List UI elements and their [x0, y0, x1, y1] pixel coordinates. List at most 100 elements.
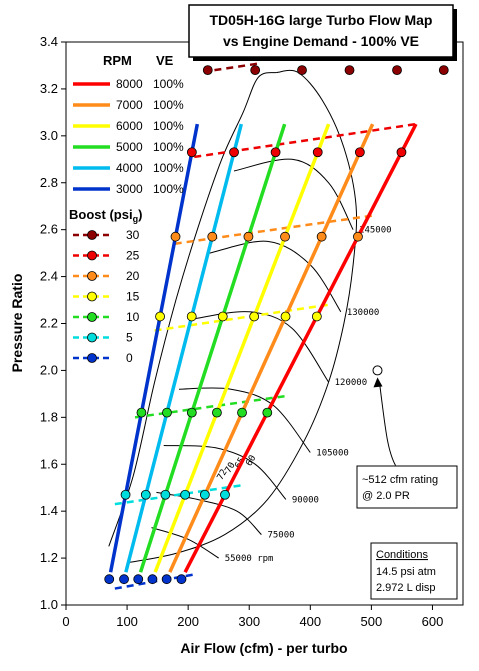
- rating-annotation: ~512 cfm rating @ 2.0 PR: [356, 377, 458, 509]
- marker-8000-15: [311, 311, 322, 322]
- chart-title-line-1: TD05H-16G large Turbo Flow Map: [210, 12, 433, 28]
- speed-label-120000: 120000: [335, 378, 368, 388]
- efficiency-label-72: 72: [216, 468, 230, 482]
- rpm-legend-ve-6000: 100%: [153, 119, 184, 133]
- marker-4000-25: [229, 147, 239, 158]
- marker-3000-20: [170, 231, 181, 242]
- y-tick-label: 1.2: [40, 550, 58, 565]
- axes: 0 100 200 300 400 500 6001.01.21.41.61.82.02.2…: [40, 34, 443, 629]
- marker-3000-30: [202, 65, 213, 76]
- rpm-legend-label-7000: 7000: [116, 98, 143, 112]
- marker-3000-25: [186, 147, 197, 158]
- marker-4000-5: [140, 489, 151, 500]
- speed-label-145000: 145000: [359, 226, 392, 236]
- marker-6000-30: [344, 65, 355, 76]
- chart-title: TD05H-16G large Turbo Flow Map vs Engine…: [188, 4, 457, 61]
- x-tick-label: 400: [299, 614, 321, 629]
- rpm-legend-label-3000: 3000: [116, 182, 143, 196]
- boost-legend-label-5: 5: [126, 331, 133, 345]
- y-tick-label: 1.0: [40, 597, 58, 612]
- marker-8000-20: [353, 231, 363, 242]
- boost-line-10: [134, 394, 285, 419]
- y-tick-label: 2.0: [40, 362, 58, 377]
- marker-6000-5: [180, 489, 191, 500]
- boost-line-5: [114, 484, 242, 506]
- rating-text-line-1: ~512 cfm rating: [362, 474, 438, 486]
- speed-line-55000: [151, 527, 219, 559]
- y-tick-label: 2.8: [40, 175, 58, 190]
- speed-label-90000: 90000: [292, 495, 319, 505]
- marker-5000-5: [160, 489, 171, 500]
- marker-3000-15: [155, 311, 165, 322]
- marker-6000-25: [312, 147, 323, 158]
- rpm-legend-header: RPM: [103, 53, 132, 68]
- marker-4000-20: [207, 231, 218, 242]
- x-axis-title: Air Flow (cfm) - per turbo: [180, 640, 347, 656]
- y-tick-label: 1.8: [40, 409, 58, 424]
- rating-text-line-2: @ 2.0 PR: [362, 490, 410, 502]
- y-tick-label: 3.4: [40, 34, 58, 49]
- boost-legend: Boost (psig) 30 25 20 15 10 5 0: [69, 207, 142, 365]
- x-tick-label: 0: [62, 614, 69, 629]
- boost-legend-label-20: 20: [126, 269, 140, 283]
- marker-7000-10: [237, 407, 247, 418]
- marker-8000-30: [438, 65, 449, 76]
- rpm-legend: RPM VE 8000 100% 7000 100% 6000 100% 5000 100% 4…: [73, 53, 184, 196]
- marker-6000-20: [280, 231, 290, 242]
- y-axis-title: Pressure Ratio: [9, 274, 25, 373]
- boost-legend-title: Boost (psig): [69, 207, 142, 224]
- x-tick-label: 300: [238, 614, 260, 629]
- efficiency-label-60: 60: [244, 454, 258, 468]
- boost-legend-marker-25: [87, 250, 97, 261]
- marker-7000-25: [354, 147, 365, 158]
- speed-label-75000: 75000: [267, 531, 294, 541]
- rpm-legend-label-4000: 4000: [116, 161, 143, 175]
- chart-title-line-2: vs Engine Demand - 100% VE: [223, 33, 419, 49]
- marker-3000-10: [136, 407, 147, 418]
- marker-4000-15: [186, 311, 197, 322]
- speed-label-55000: 55000 rpm: [225, 554, 274, 564]
- boost-legend-label-15: 15: [126, 290, 140, 304]
- x-tick-label: 200: [177, 614, 199, 629]
- y-tick-label: 1.6: [40, 456, 58, 471]
- rpm-legend-label-6000: 6000: [116, 119, 143, 133]
- marker-4000-30: [250, 65, 261, 76]
- y-tick-label: 3.2: [40, 81, 58, 96]
- marker-4000-10: [162, 407, 172, 418]
- rpm-legend-ve-7000: 100%: [153, 98, 184, 112]
- boost-legend-marker-30: [87, 230, 97, 240]
- marker-4000-0: [119, 574, 129, 585]
- boost-legend-marker-10: [87, 312, 97, 322]
- x-tick-label: 600: [422, 614, 444, 629]
- conditions-line-1: 14.5 psi atm: [376, 566, 436, 578]
- ve-legend-header: VE: [156, 53, 174, 68]
- boost-legend-label-10: 10: [126, 310, 140, 324]
- marker-7000-5: [199, 489, 210, 500]
- boost-line-30: [214, 61, 262, 72]
- surge-line: [108, 72, 277, 547]
- marker-7000-20: [316, 231, 327, 242]
- marker-5000-25: [270, 147, 281, 158]
- conditions-box: Conditions 14.5 psi atm 2.972 L disp: [370, 542, 458, 600]
- boost-legend-marker-20: [87, 271, 97, 281]
- rpm-legend-label-5000: 5000: [116, 140, 143, 154]
- marker-7000-30: [392, 65, 402, 76]
- marker-8000-5: [220, 489, 230, 500]
- marker-6000-0: [147, 574, 158, 585]
- marker-8000-25: [396, 147, 407, 158]
- speed-line-90000: [163, 445, 287, 500]
- boost-legend-marker-15: [87, 291, 97, 302]
- y-tick-label: 3.0: [40, 128, 58, 143]
- y-tick-label: 2.4: [40, 269, 58, 284]
- marker-8000-10: [262, 407, 273, 418]
- boost-markers: [104, 65, 449, 585]
- marker-8000-0: [176, 574, 187, 585]
- speed-line-130000: [209, 240, 342, 313]
- y-tick-label: 1.4: [40, 503, 58, 518]
- marker-5000-15: [217, 311, 228, 322]
- x-tick-label: 100: [116, 614, 138, 629]
- x-tick-label: 500: [361, 614, 383, 629]
- speed-label-105000: 105000: [316, 449, 349, 459]
- speed-line-105000: [178, 387, 311, 453]
